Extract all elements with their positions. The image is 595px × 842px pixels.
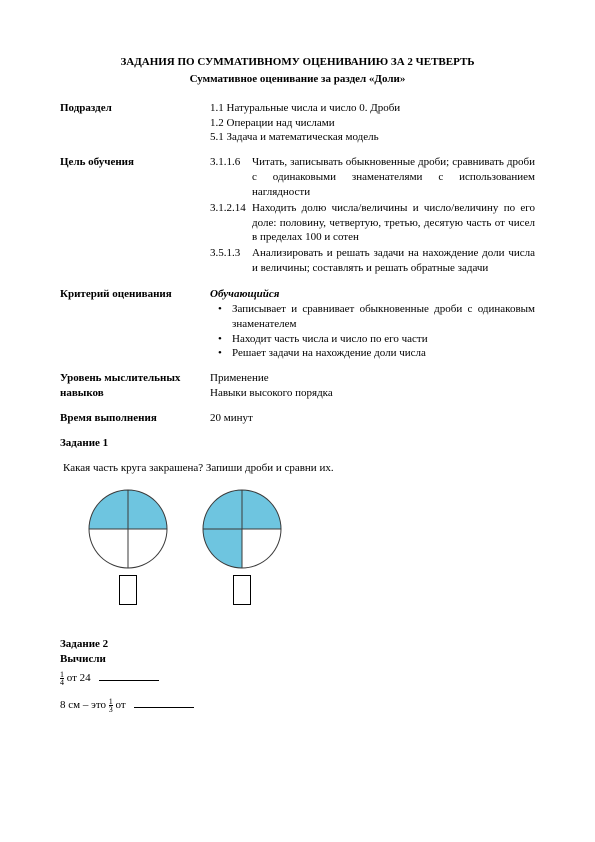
criteria-label: Критерий оценивания xyxy=(60,287,210,361)
time-row: Время выполнения 20 минут xyxy=(60,411,535,426)
goal-row: Цель обучения 3.1.1.6 Читать, записывать… xyxy=(60,155,535,277)
level-label: Уровень мыслительных навыков xyxy=(60,371,210,401)
level-item: Навыки высокого порядка xyxy=(210,386,535,401)
fraction-input-box[interactable] xyxy=(233,575,251,605)
task2-header: Задание 2 xyxy=(60,637,535,652)
goal-code: 3.1.1.6 xyxy=(210,155,252,200)
subsection-value: 1.1 Натуральные числа и число 0. Дроби 1… xyxy=(210,101,535,146)
circle-wrap xyxy=(88,489,168,605)
task1-text: Какая часть круга закрашена? Запиши дроб… xyxy=(63,461,535,476)
level-value: Применение Навыки высокого порядка xyxy=(210,371,535,401)
goal-text: Читать, записывать обыкновенные дроби; с… xyxy=(252,155,535,200)
page-subtitle: Суммативное оценивание за раздел «Доли» xyxy=(60,72,535,87)
page-title: ЗАДАНИЯ ПО СУММАТИВНОМУ ОЦЕНИВАНИЮ ЗА 2 … xyxy=(60,55,535,70)
time-label: Время выполнения xyxy=(60,411,210,426)
goal-item: 3.1.1.6 Читать, записывать обыкновенные … xyxy=(210,155,535,200)
subsection-label: Подраздел xyxy=(60,101,210,146)
goal-text: Анализировать и решать задачи на нахожде… xyxy=(252,246,535,276)
calc-text: 8 см – это xyxy=(60,699,106,711)
goal-code: 3.1.2.14 xyxy=(210,201,252,246)
criteria-item: Решает задачи на нахождение доли числа xyxy=(232,346,535,361)
fraction-icon: 1 3 xyxy=(109,698,113,713)
criteria-item: Записывает и сравнивает обыкновенные дро… xyxy=(232,302,535,332)
goal-label: Цель обучения xyxy=(60,155,210,277)
blank-input[interactable] xyxy=(99,672,159,681)
criteria-row: Критерий оценивания Обучающийся Записыва… xyxy=(60,287,535,361)
calc-line-2: 8 см – это 1 3 от xyxy=(60,698,535,713)
criteria-value: Обучающийся Записывает и сравнивает обык… xyxy=(210,287,535,361)
level-row: Уровень мыслительных навыков Применение … xyxy=(60,371,535,401)
subsection-item: 1.2 Операции над числами xyxy=(210,116,535,131)
criteria-item: Находит часть числа и число по его части xyxy=(232,332,535,347)
fraction-icon: 1 4 xyxy=(60,671,64,686)
goal-code: 3.5.1.3 xyxy=(210,246,252,276)
time-value: 20 минут xyxy=(210,411,535,426)
task2-block: Задание 2 Вычисли 1 4 от 24 8 см – это 1… xyxy=(60,637,535,713)
calc-text: от xyxy=(115,699,125,711)
subsection-row: Подраздел 1.1 Натуральные числа и число … xyxy=(60,101,535,146)
subsection-item: 5.1 Задача и математическая модель xyxy=(210,130,535,145)
pie-icon xyxy=(202,489,282,569)
fraction-input-box[interactable] xyxy=(119,575,137,605)
subsection-item: 1.1 Натуральные числа и число 0. Дроби xyxy=(210,101,535,116)
goal-value: 3.1.1.6 Читать, записывать обыкновенные … xyxy=(210,155,535,277)
task1-header: Задание 1 xyxy=(60,436,535,451)
calc-line-1: 1 4 от 24 xyxy=(60,671,535,686)
goal-text: Находить долю числа/величины и число/вел… xyxy=(252,201,535,246)
goal-item: 3.5.1.3 Анализировать и решать задачи на… xyxy=(210,246,535,276)
level-item: Применение xyxy=(210,371,535,386)
calc-text: от 24 xyxy=(67,672,91,684)
criteria-head: Обучающийся xyxy=(210,287,535,302)
calc-label: Вычисли xyxy=(60,652,535,667)
circles-container xyxy=(88,489,535,605)
goal-item: 3.1.2.14 Находить долю числа/величины и … xyxy=(210,201,535,246)
blank-input[interactable] xyxy=(134,699,194,708)
circle-wrap xyxy=(202,489,282,605)
pie-icon xyxy=(88,489,168,569)
